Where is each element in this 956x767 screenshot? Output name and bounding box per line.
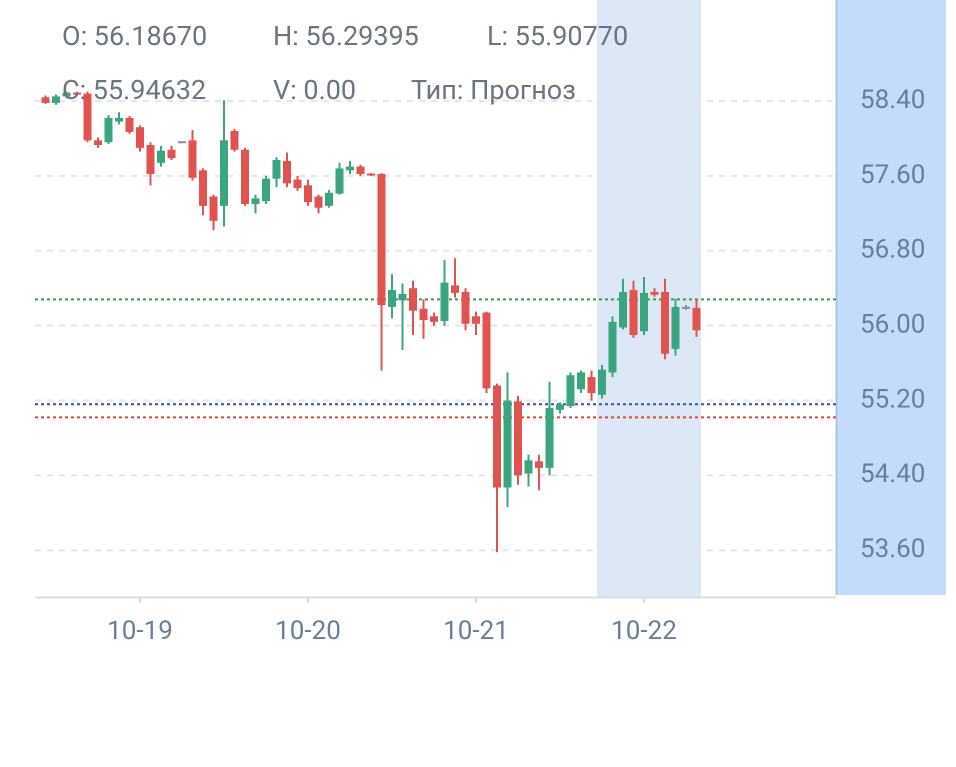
candle-body (472, 316, 480, 324)
candle-body (682, 306, 690, 309)
candle-body (377, 174, 386, 306)
candle-body (692, 307, 701, 331)
y-tick-label: 58.40 (860, 85, 925, 115)
price-lines (35, 298, 836, 419)
y-tick-label: 57.60 (860, 160, 925, 190)
candle-body (157, 150, 165, 163)
candles (41, 91, 701, 553)
candle-body (167, 149, 176, 159)
y-tick-label: 56.00 (860, 310, 925, 340)
candle-body (178, 141, 186, 144)
candle-body (398, 293, 407, 301)
ohlc-readout: H: 56.29395 (273, 20, 419, 52)
candle-body (136, 127, 144, 148)
x-tick-label: 10-22 (611, 616, 677, 646)
candle-body (640, 292, 648, 332)
candle-body (619, 291, 627, 328)
candle-body (524, 460, 533, 474)
candle-body (73, 92, 81, 95)
candle-body (514, 401, 522, 476)
candle-body (430, 316, 438, 322)
candle-body (482, 312, 491, 389)
candle-body (503, 400, 512, 488)
candle-body (188, 140, 197, 178)
candle-body (146, 145, 155, 175)
candle-body (262, 178, 270, 202)
candle-body (52, 96, 60, 103)
candle-body (62, 92, 71, 97)
candle-body (293, 179, 302, 189)
candle-body (283, 160, 291, 184)
candle-body (356, 166, 365, 175)
candle-body (230, 131, 239, 150)
candle-body (94, 140, 102, 146)
candle-body (209, 196, 218, 221)
grid (35, 100, 836, 552)
candle-body (461, 291, 470, 324)
candle-body (115, 117, 123, 122)
ohlc-readout: L: 55.90770 (487, 20, 628, 52)
candle-body (587, 377, 596, 394)
x-tick-label: 10-21 (443, 616, 509, 646)
candle-body (451, 285, 459, 293)
candle-body (535, 461, 543, 468)
candle-body (272, 160, 281, 179)
candle-body (304, 185, 312, 203)
y-tick-label: 55.20 (860, 384, 925, 414)
candle-body (409, 288, 417, 311)
candle-body (251, 198, 260, 204)
candle-body (104, 117, 113, 143)
y-tick-label: 54.40 (860, 459, 925, 489)
candle-body (241, 149, 249, 204)
candle-body (629, 290, 638, 335)
candle-body (367, 173, 375, 176)
candle-body (220, 140, 228, 206)
y-tick-label: 53.60 (860, 534, 925, 564)
ohlc-readout: O: 56.18670 (62, 20, 207, 52)
candle-body (566, 375, 575, 407)
candle-body (346, 166, 354, 171)
x-tick-label: 10-20 (275, 616, 341, 646)
candle-body (577, 372, 585, 390)
candle-body (598, 369, 606, 395)
candle-body (661, 291, 669, 354)
candle-body (199, 170, 207, 206)
ohlc-readout: C: 55.94632 (62, 74, 206, 106)
candle-body (671, 306, 680, 350)
labels: 53.60 54.40 55.20 56.00 56.80 57.60 58.40 10-19… (62, 20, 925, 646)
ohlc-readout: Тип: Прогноз (411, 74, 576, 106)
price-axis-panel (836, 0, 946, 595)
candle-body (556, 404, 564, 410)
ohlc-readout: V: 0.00 (273, 74, 356, 106)
y-tick-label: 56.80 (860, 235, 925, 265)
candle-body (650, 291, 659, 295)
candle-body (440, 282, 449, 321)
candle-body (545, 407, 554, 468)
candle-body (388, 290, 396, 307)
candle-body (335, 168, 344, 194)
candle-body (493, 385, 501, 488)
candle-body (314, 196, 323, 208)
candle-body (608, 321, 617, 373)
candle-body (83, 93, 92, 141)
candle-body (41, 97, 50, 103)
candle-body (125, 117, 134, 132)
candle-body (325, 192, 333, 206)
candle-body (419, 308, 428, 321)
x-tick-label: 10-19 (107, 616, 173, 646)
